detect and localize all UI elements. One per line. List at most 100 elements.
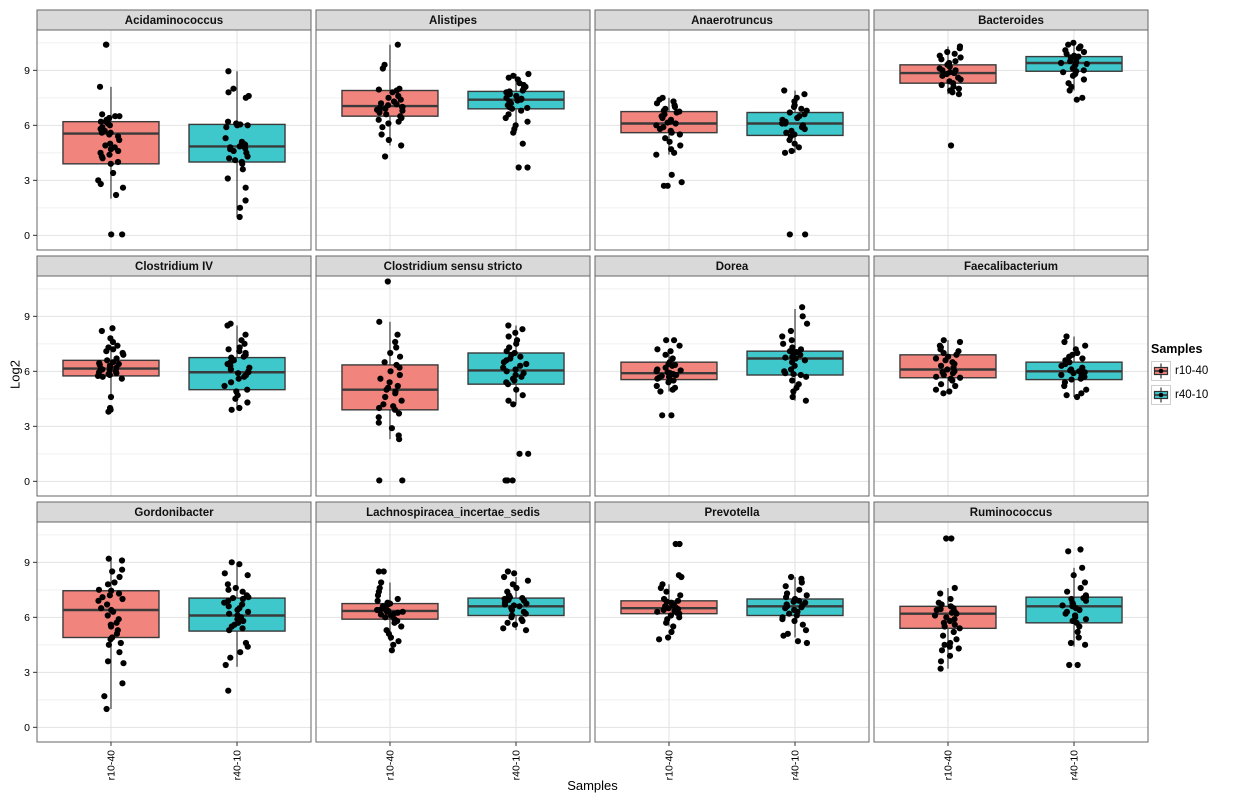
jitter-point	[396, 353, 404, 360]
jitter-point	[955, 85, 963, 92]
jitter-point	[96, 83, 104, 90]
y-tick-label: 0	[24, 476, 30, 488]
jitter-point	[522, 627, 530, 634]
jitter-point	[1076, 606, 1083, 614]
jitter-point	[105, 555, 112, 562]
jitter-point	[654, 375, 661, 382]
jitter-point	[236, 561, 243, 568]
jitter-point	[375, 568, 383, 575]
jitter-point	[801, 91, 808, 98]
key-point	[1158, 368, 1164, 374]
jitter-point	[239, 588, 246, 595]
jitter-point	[397, 96, 404, 103]
jitter-point	[782, 120, 789, 127]
jitter-point	[802, 231, 809, 238]
boxplot-box	[62, 590, 160, 639]
panel-border	[873, 521, 1149, 743]
jitter-point	[672, 120, 679, 127]
jitter-point	[398, 623, 405, 630]
jitter-point	[1076, 368, 1083, 375]
jitter-point	[1075, 634, 1082, 641]
jitter-point	[653, 100, 661, 107]
jitter-point	[106, 151, 113, 158]
facet-title: Alistipes	[429, 15, 477, 27]
jitter-point	[795, 144, 802, 151]
jitter-point	[797, 371, 804, 379]
jitter-point	[242, 94, 249, 101]
facet-title: Faecalibacterium	[964, 261, 1058, 273]
jitter-point	[398, 397, 405, 404]
jitter-point	[790, 388, 797, 395]
jitter-point	[668, 412, 675, 419]
jitter-point	[937, 665, 944, 672]
jitter-point	[803, 320, 811, 327]
jitter-point	[225, 68, 232, 75]
jitter-point	[677, 592, 684, 599]
jitter-point	[802, 627, 810, 634]
jitter-point	[514, 97, 521, 104]
legend-item-r40-10[interactable]: r40-10	[1151, 385, 1208, 405]
jitter-point	[112, 113, 119, 120]
jitter-point	[1079, 564, 1086, 571]
panel-border	[315, 29, 591, 251]
jitter-point	[226, 155, 233, 162]
y-tick-label: 0	[24, 722, 30, 734]
y-axis-title: Log2	[7, 360, 23, 389]
jitter-point	[396, 364, 403, 371]
jitter-point	[116, 649, 123, 656]
jitter-point	[1082, 342, 1089, 349]
jitter-point	[380, 568, 387, 575]
facet-title: Clostridium IV	[135, 261, 213, 273]
y-tick-label: 6	[24, 120, 30, 132]
jitter-point	[676, 614, 683, 621]
jitter-point	[946, 643, 953, 650]
jitter-point	[938, 81, 945, 89]
jitter-point	[779, 616, 786, 623]
jitter-point	[386, 379, 393, 386]
jitter-point	[948, 535, 955, 542]
jitter-point	[1061, 338, 1068, 346]
key-point	[1158, 392, 1164, 398]
panel-border	[36, 275, 312, 497]
jitter-point	[940, 349, 947, 357]
jitter-point	[791, 140, 798, 147]
jitter-point	[791, 617, 798, 625]
jitter-point	[938, 56, 945, 63]
jitter-point	[940, 371, 947, 379]
jitter-point	[378, 579, 385, 586]
jitter-point	[937, 658, 945, 665]
jitter-point	[376, 318, 383, 325]
jitter-point	[782, 370, 789, 377]
jitter-point	[394, 382, 401, 390]
jitter-point	[97, 180, 104, 188]
jitter-point	[663, 588, 670, 595]
jitter-point	[666, 138, 673, 145]
boxplot-key-icon	[1151, 385, 1171, 405]
jitter-point	[803, 373, 810, 380]
jitter-point	[1065, 548, 1072, 555]
jitter-point	[221, 570, 228, 577]
facet-title: Lachnospiracea_incertae_sedis	[366, 507, 540, 519]
jitter-point	[665, 379, 672, 386]
jitter-point	[946, 652, 954, 659]
jitter-point	[394, 331, 401, 338]
jitter-point	[513, 386, 520, 393]
jitter-point	[669, 362, 676, 369]
jitter-point	[236, 213, 243, 221]
jitter-point	[668, 171, 675, 178]
legend-item-r10-40[interactable]: r10-40	[1151, 361, 1208, 381]
jitter-point	[399, 107, 406, 114]
jitter-point	[1083, 60, 1090, 68]
jitter-point	[524, 164, 531, 171]
jitter-point	[394, 41, 401, 48]
y-tick-label: 3	[24, 421, 30, 433]
jitter-point	[803, 639, 811, 647]
jitter-point	[1083, 386, 1090, 393]
jitter-point	[1068, 376, 1075, 383]
jitter-point	[107, 160, 114, 167]
jitter-point	[230, 147, 237, 155]
jitter-point	[235, 370, 242, 377]
jitter-point	[503, 348, 510, 355]
jitter-point	[106, 592, 113, 599]
jitter-point	[956, 45, 963, 52]
